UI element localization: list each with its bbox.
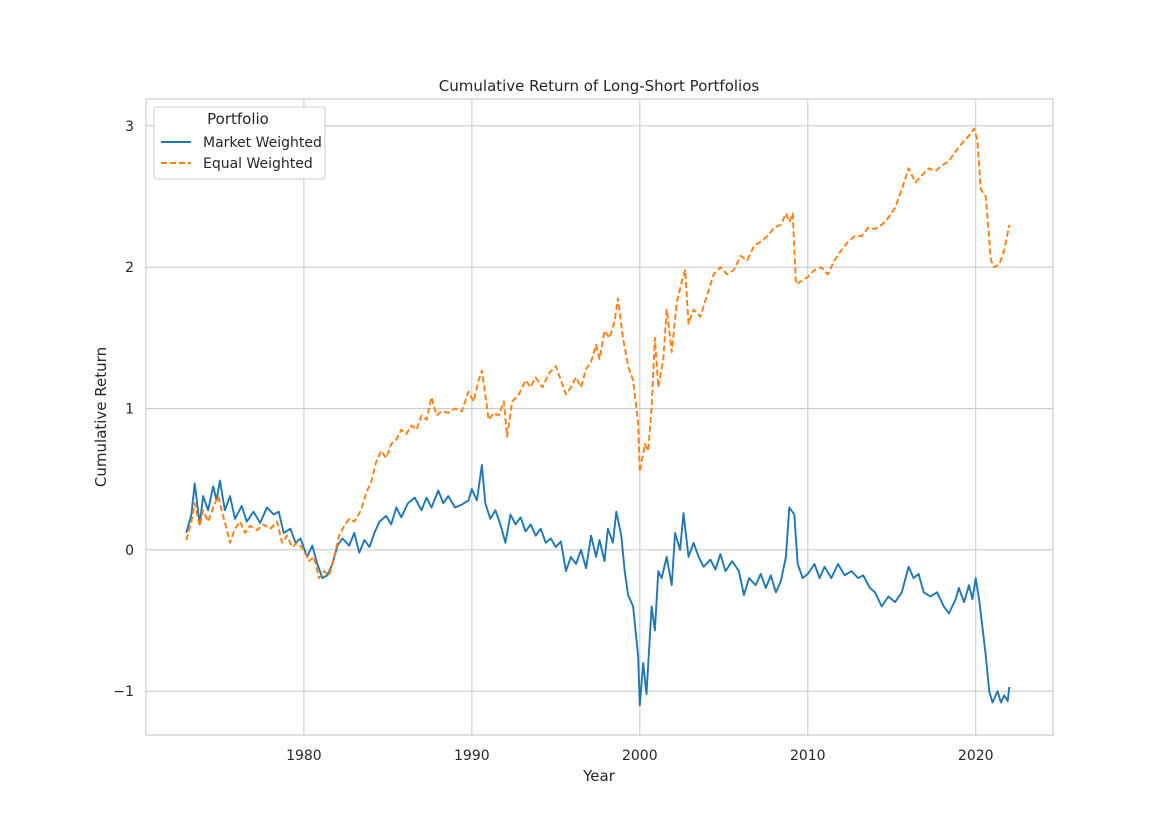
x-tick-label: 2020: [958, 748, 994, 764]
x-tick-label: 1980: [286, 748, 322, 764]
plot-lines: [185, 127, 1011, 707]
chart-title: Cumulative Return of Long-Short Portfoli…: [439, 77, 760, 95]
x-tick-label: 2010: [790, 748, 826, 764]
legend-box: [153, 106, 326, 180]
y-tick-label: 2: [125, 260, 134, 276]
legend-title: Portfolio: [207, 110, 269, 128]
legend: Portfolio Market Weighted Equal Weighted: [153, 106, 326, 180]
y-tick-label: 0: [125, 543, 134, 559]
grid-lines: [146, 99, 1053, 735]
x-tick-label: 1990: [454, 748, 490, 764]
series-line-market-weighted: [185, 464, 1011, 707]
plot-frame: [145, 98, 1054, 736]
y-tick-labels: −1 0 1 2 3: [113, 119, 134, 700]
x-axis-label: Year: [582, 767, 616, 785]
y-tick-label: −1: [113, 684, 134, 700]
y-tick-label: 1: [125, 402, 134, 418]
legend-label-equal-weighted: Equal Weighted: [203, 156, 313, 172]
legend-label-market-weighted: Market Weighted: [203, 135, 322, 151]
x-tick-labels: 1980 1990 2000 2010 2020: [286, 748, 993, 764]
series-line-equal-weighted: [185, 127, 1011, 580]
y-tick-label: 3: [125, 119, 134, 135]
x-tick-label: 2000: [622, 748, 658, 764]
y-axis-label: Cumulative Return: [92, 347, 110, 487]
